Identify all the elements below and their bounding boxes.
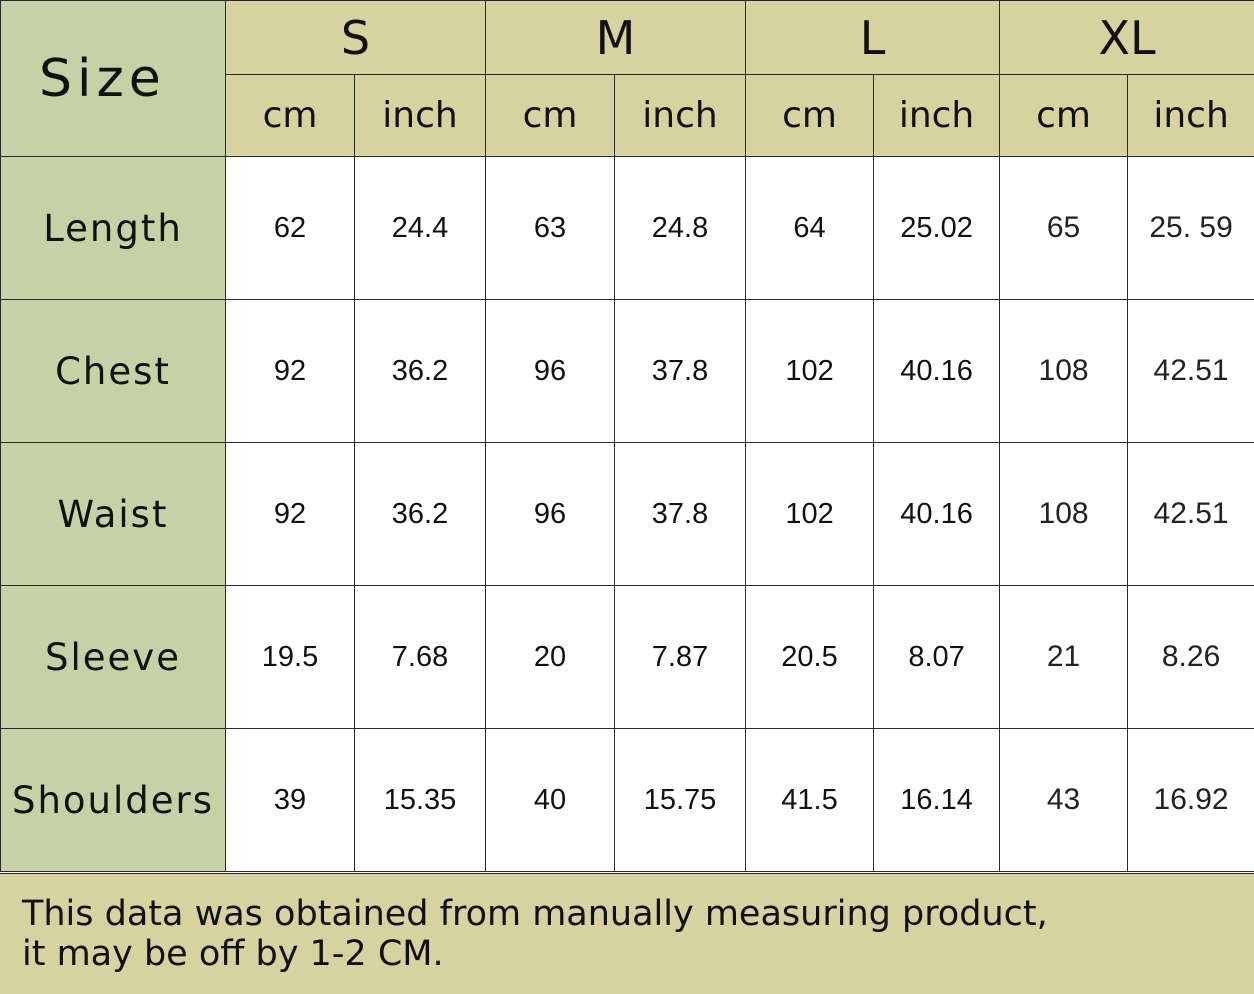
table-cell: 25. 59 xyxy=(1127,156,1254,300)
table-cell: 41.5 xyxy=(745,728,875,872)
size-table: Size S M L XL cm inch cm inch cm inch cm… xyxy=(0,0,1254,872)
row-label: Shoulders xyxy=(0,728,226,872)
table-cell: 42.51 xyxy=(1127,442,1254,586)
unit-header-cm: cm xyxy=(485,74,616,157)
table-cell: 15.75 xyxy=(614,728,747,872)
unit-header-inch: inch xyxy=(353,74,487,157)
table-cell: 108 xyxy=(999,442,1129,586)
table-cell: 102 xyxy=(745,442,875,586)
row-label: Waist xyxy=(0,442,226,586)
note-line-2: it may be off by 1-2 CM. xyxy=(22,934,444,974)
row-label: Sleeve xyxy=(0,585,226,729)
unit-header-inch: inch xyxy=(1127,74,1254,157)
size-header-l: L xyxy=(745,0,1001,75)
table-cell: 96 xyxy=(485,299,616,443)
table-row-shoulders: Shoulders 39 15.35 40 15.75 41.5 16.14 4… xyxy=(0,728,1254,872)
table-row-length: Length 62 24.4 63 24.8 64 25.02 65 25. 5… xyxy=(0,156,1254,300)
table-cell: 7.87 xyxy=(614,585,747,729)
table-cell: 40.16 xyxy=(873,442,1001,586)
table-cell: 7.68 xyxy=(353,585,487,729)
unit-header-cm: cm xyxy=(999,74,1129,157)
table-cell: 92 xyxy=(225,299,355,443)
table-cell: 37.8 xyxy=(614,442,747,586)
unit-header-inch: inch xyxy=(873,74,1001,157)
table-cell: 16.14 xyxy=(873,728,1001,872)
table-cell: 25.02 xyxy=(873,156,1001,300)
table-cell: 64 xyxy=(745,156,875,300)
unit-header-row: cm inch cm inch cm inch cm inch xyxy=(1,74,1254,157)
table-cell: 43 xyxy=(999,728,1129,872)
table-cell: 24.4 xyxy=(353,156,487,300)
unit-header-inch: inch xyxy=(614,74,747,157)
table-cell: 36.2 xyxy=(353,299,487,443)
table-cell: 108 xyxy=(999,299,1129,443)
table-cell: 37.8 xyxy=(614,299,747,443)
table-cell: 20 xyxy=(485,585,616,729)
table-cell: 40 xyxy=(485,728,616,872)
row-label: Length xyxy=(0,156,226,300)
table-cell: 20.5 xyxy=(745,585,875,729)
note-line-1: This data was obtained from manually mea… xyxy=(22,894,1048,934)
size-header-row: Size S M L XL xyxy=(0,0,1254,157)
unit-header-cm: cm xyxy=(745,74,875,157)
table-cell: 39 xyxy=(225,728,355,872)
table-cell: 8.26 xyxy=(1127,585,1254,729)
unit-header-cm: cm xyxy=(225,74,355,157)
size-corner-label: Size xyxy=(0,0,226,157)
table-row-waist: Waist 92 36.2 96 37.8 102 40.16 108 42.5… xyxy=(0,442,1254,586)
table-cell: 24.8 xyxy=(614,156,747,300)
table-cell: 15.35 xyxy=(353,728,487,872)
size-header-m: M xyxy=(485,0,747,75)
size-header-s: S xyxy=(224,0,487,75)
table-cell: 92 xyxy=(225,442,355,586)
table-cell: 19.5 xyxy=(225,585,355,729)
table-cell: 63 xyxy=(485,156,616,300)
table-cell: 16.92 xyxy=(1127,728,1254,872)
measurement-note: This data was obtained from manually mea… xyxy=(0,873,1254,994)
table-row-chest: Chest 92 36.2 96 37.8 102 40.16 108 42.5… xyxy=(0,299,1254,443)
table-cell: 65 xyxy=(999,156,1129,300)
table-cell: 21 xyxy=(999,585,1129,729)
table-row-sleeve: Sleeve 19.5 7.68 20 7.87 20.5 8.07 21 8.… xyxy=(0,585,1254,729)
table-cell: 36.2 xyxy=(353,442,487,586)
table-cell: 8.07 xyxy=(873,585,1001,729)
table-cell: 96 xyxy=(485,442,616,586)
table-cell: 40.16 xyxy=(873,299,1001,443)
table-cell: 62 xyxy=(225,156,355,300)
size-header-xl: XL xyxy=(999,0,1254,75)
table-cell: 102 xyxy=(745,299,875,443)
table-cell: 42.51 xyxy=(1127,299,1254,443)
row-label: Chest xyxy=(0,299,226,443)
